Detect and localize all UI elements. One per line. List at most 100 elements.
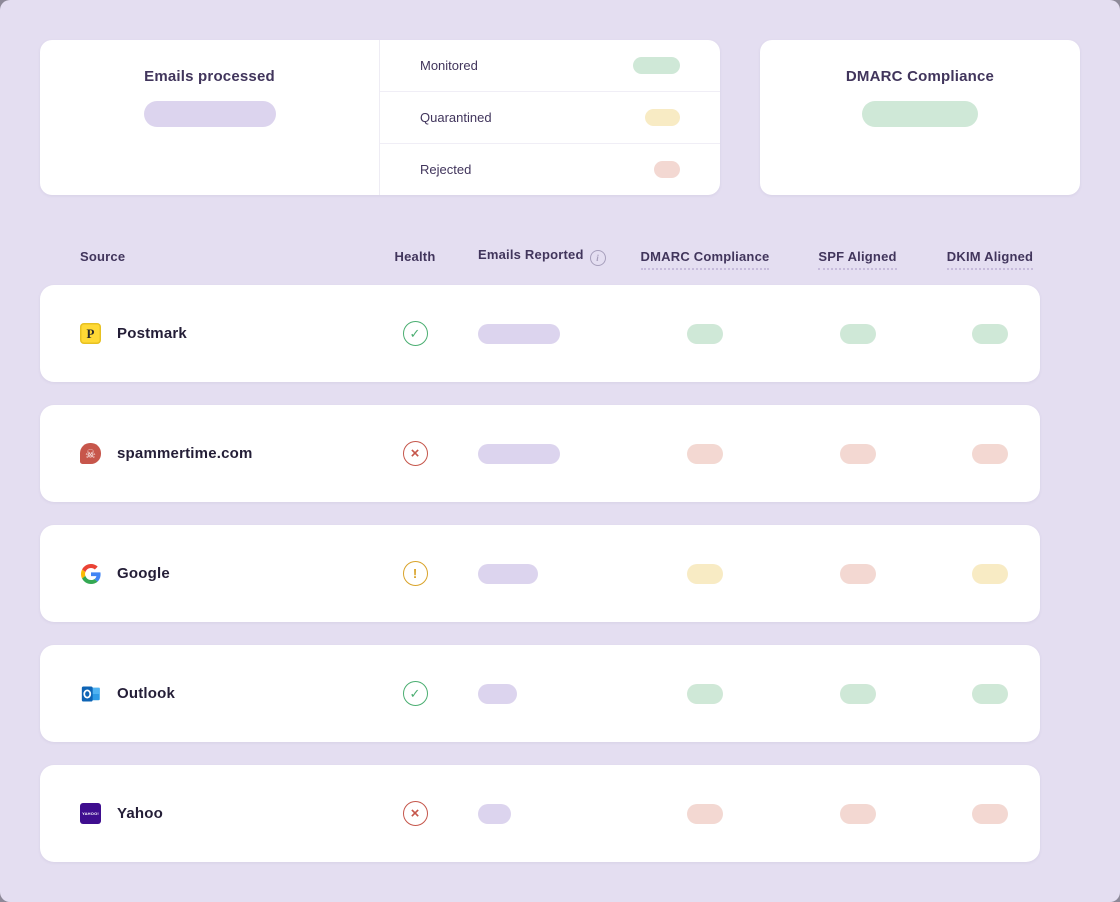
column-header-dkim-aligned[interactable]: DKIM Aligned [945,248,1035,270]
dmarc-compliance-value-pill [862,101,978,127]
rejected-label: Rejected [420,162,472,177]
dkim-aligned-pill [972,323,1008,344]
spf-aligned-pill [839,683,876,704]
dkim-aligned-pill [972,803,1008,824]
dkim-aligned-cell [945,645,1035,742]
spf-aligned-cell [770,765,945,862]
dmarc-compliance-pill [687,443,723,464]
column-header-emails-reported: Emails Reported i [478,247,640,266]
breakdown-row-monitored: Monitored [380,40,720,92]
rejected-value-pill [654,161,680,178]
emails-reported-cell [470,645,640,742]
dmarc-compliance-header-label: DMARC Compliance [640,248,770,270]
dkim-aligned-pill [972,683,1008,704]
source-cell: YAHOO! Yahoo [80,765,360,862]
dkim-aligned-pill [972,563,1008,584]
emails-reported-cell [470,405,640,502]
outlook-icon [80,683,101,704]
source-rows: P Postmark ✓ ☠ spammertime.com × [40,285,1080,885]
emails-reported-cell [470,525,640,622]
dmarc-compliance-pill [687,323,723,344]
emails-reported-cell [470,285,640,382]
health-fail-icon: × [402,801,428,826]
column-header-spf-aligned[interactable]: SPF Aligned [770,248,945,270]
spf-aligned-cell [770,645,945,742]
dmarc-compliance-pill [687,803,723,824]
emails-breakdown-pane: Monitored Quarantined Rejected [380,40,720,195]
spf-aligned-cell [770,285,945,382]
postmark-icon: P [80,323,101,344]
emails-reported-pill [478,803,511,824]
source-name: Yahoo [117,805,164,822]
google-icon [80,563,101,584]
info-icon[interactable]: i [589,249,606,266]
table-row-postmark[interactable]: P Postmark ✓ [40,285,1040,382]
emails-reported-pill [478,323,560,344]
dkim-aligned-cell [945,405,1035,502]
column-header-health: Health [394,248,436,264]
spf-aligned-cell [770,525,945,622]
dmarc-compliance-cell [640,645,770,742]
emails-processed-title: Emails processed [144,68,275,85]
source-cell: Outlook [80,645,360,742]
quarantined-label: Quarantined [420,110,492,125]
health-fail-icon: × [402,441,428,466]
quarantined-value-pill [645,109,680,126]
yahoo-icon: YAHOO! [80,803,101,824]
spf-aligned-header-label: SPF Aligned [818,248,897,270]
health-cell: × [360,765,470,862]
dkim-aligned-header-label: DKIM Aligned [946,248,1034,270]
table-row-outlook[interactable]: Outlook ✓ [40,645,1040,742]
source-name: Postmark [117,325,187,342]
breakdown-row-rejected: Rejected [380,144,720,195]
column-header-dmarc-compliance[interactable]: DMARC Compliance [640,248,770,270]
health-cell: × [360,405,470,502]
dmarc-compliance-title: DMARC Compliance [845,68,995,85]
spf-aligned-pill [839,563,876,584]
health-pass-icon: ✓ [402,321,428,346]
spf-aligned-pill [839,803,876,824]
dmarc-compliance-pill [687,563,723,584]
source-name: Google [117,565,170,582]
monitored-value-pill [633,57,680,74]
source-cell: P Postmark [80,285,360,382]
dkim-aligned-cell [945,525,1035,622]
table-row-spammertime[interactable]: ☠ spammertime.com × [40,405,1040,502]
table-row-yahoo[interactable]: YAHOO! Yahoo × [40,765,1040,862]
health-cell: ✓ [360,645,470,742]
emails-processed-value-pill [143,101,276,127]
dmarc-compliance-card: DMARC Compliance [760,40,1080,195]
breakdown-row-quarantined: Quarantined [380,92,720,144]
health-cell: ! [360,525,470,622]
table-header: Source Health Emails Reported i DMARC Com… [40,241,1080,271]
source-cell: Google [80,525,360,622]
emails-reported-pill [478,443,560,464]
dmarc-compliance-pill [687,683,723,704]
source-cell: ☠ spammertime.com [80,405,360,502]
dmarc-compliance-cell [640,285,770,382]
dmarc-compliance-cell [640,405,770,502]
emails-processed-pane: Emails processed [40,40,380,195]
emails-reported-header-label: Emails Reported [478,246,584,262]
source-name: Outlook [117,685,176,702]
dmarc-compliance-cell [640,765,770,862]
spf-aligned-pill [839,323,876,344]
health-warning-icon: ! [402,561,428,586]
column-header-source: Source [80,248,126,264]
health-cell: ✓ [360,285,470,382]
emails-reported-pill [478,563,538,584]
spammertime-icon: ☠ [80,443,101,464]
dmarc-compliance-cell [640,525,770,622]
table-row-google[interactable]: Google ! [40,525,1040,622]
health-pass-icon: ✓ [402,681,428,706]
emails-reported-pill [478,683,517,704]
dkim-aligned-pill [972,443,1008,464]
spf-aligned-pill [839,443,876,464]
emails-processed-card: Emails processed Monitored Quarantined R… [40,40,720,195]
dkim-aligned-cell [945,285,1035,382]
source-name: spammertime.com [117,445,253,462]
emails-reported-cell [470,765,640,862]
dkim-aligned-cell [945,765,1035,862]
monitored-label: Monitored [420,58,478,73]
